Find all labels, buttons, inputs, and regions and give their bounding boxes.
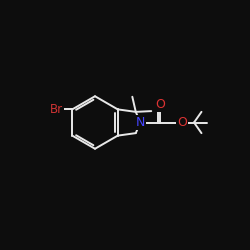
Text: Br: Br — [50, 103, 63, 116]
Text: N: N — [136, 116, 145, 129]
Text: O: O — [155, 98, 165, 111]
Text: O: O — [177, 116, 187, 129]
